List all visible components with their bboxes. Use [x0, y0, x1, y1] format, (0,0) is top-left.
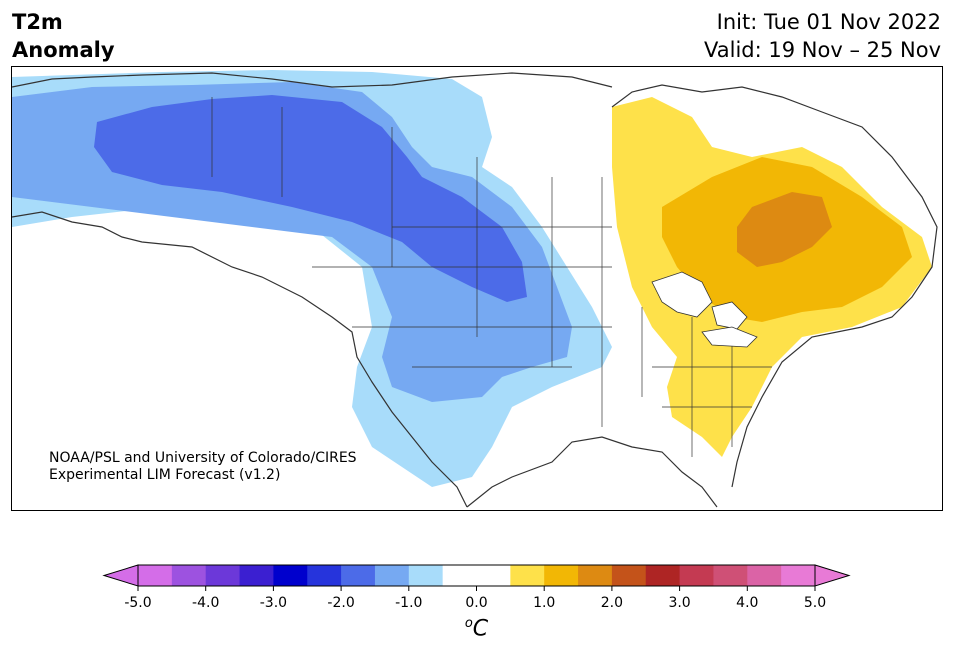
colorbar-bin — [679, 565, 714, 586]
colorbar-tick-label: -3.0 — [260, 595, 287, 611]
colorbar-bin — [442, 565, 477, 586]
forecast-dates: Init: Tue 01 Nov 2022 Valid: 19 Nov – 25… — [704, 8, 941, 64]
colorbar-tick-label: 2.0 — [601, 595, 623, 611]
warm-anomaly-strong — [737, 192, 832, 267]
colorbar-bin — [341, 565, 376, 586]
colorbar-tick-label: -1.0 — [395, 595, 422, 611]
credit-line-source: NOAA/PSL and University of Colorado/CIRE… — [49, 450, 357, 466]
unit-base: C — [472, 616, 489, 642]
colorbar-extend-low — [102, 564, 139, 587]
colorbar-extend-high — [814, 564, 851, 587]
state-province-borders — [211, 97, 772, 457]
valid-period: Valid: 19 Nov – 25 Nov — [704, 38, 941, 62]
colorbar-bin — [645, 565, 681, 586]
colorbar-tick-label: -5.0 — [124, 595, 151, 611]
title-line-type: Anomaly — [12, 38, 115, 62]
colorbar-tick-label: 5.0 — [804, 595, 826, 611]
unit-superscript: o — [464, 616, 473, 631]
colorbar-bin — [510, 565, 545, 586]
colorbar-unit: oC — [0, 616, 953, 641]
map-title: T2m Anomaly — [12, 8, 115, 64]
colorbar-tick-label: 0.0 — [465, 595, 487, 611]
colorbar-bin — [781, 565, 816, 586]
colorbar-tick-label: 4.0 — [736, 595, 758, 611]
colorbar-bin — [747, 565, 782, 586]
colorbar-bin — [544, 565, 579, 586]
coastline-lines — [12, 72, 938, 508]
great-lakes — [651, 271, 758, 348]
colorbar-bin — [307, 565, 342, 586]
colorbar-bin — [374, 565, 410, 586]
colorbar-bin — [171, 565, 207, 586]
colorbar-bin — [408, 565, 444, 586]
colorbar-bin — [138, 565, 173, 586]
cold-anomaly-strong — [94, 95, 527, 302]
colorbar-tick-label: 3.0 — [668, 595, 690, 611]
colorbar-bin — [239, 565, 274, 586]
colorbar-bin — [611, 565, 647, 586]
colorbar-bin — [476, 565, 511, 586]
init-date: Init: Tue 01 Nov 2022 — [716, 10, 941, 34]
colorbar-bin — [578, 565, 613, 586]
colorbar-tick-label: 1.0 — [533, 595, 555, 611]
data-credit: NOAA/PSL and University of Colorado/CIRE… — [49, 450, 357, 484]
colorbar-bin — [205, 565, 241, 586]
colorbar-bin — [713, 565, 748, 586]
credit-line-product: Experimental LIM Forecast (v1.2) — [49, 467, 281, 483]
title-line-variable: T2m — [12, 10, 63, 34]
anomaly-map — [11, 66, 943, 511]
colorbar-tick-label: -2.0 — [327, 595, 354, 611]
colorbar: -5.0 -4.0 -3.0 -2.0 -1.0 0.0 1.0 2.0 3.0 4.0 5.0 — [0, 560, 953, 656]
colorbar-tick-label: -4.0 — [192, 595, 219, 611]
colorbar-bin — [273, 565, 308, 586]
